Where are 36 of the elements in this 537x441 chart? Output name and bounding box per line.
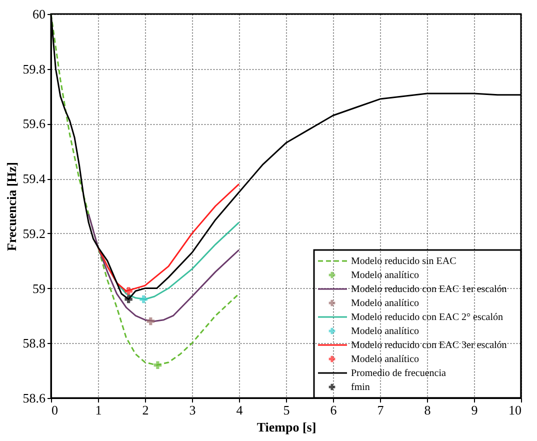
x-tick-label: 6 [330,402,338,418]
x-tick-label: 7 [377,402,384,418]
point [140,295,148,304]
y-tick-label: 59.6 [22,116,46,132]
legend-label: Modelo analítico [351,354,420,365]
x-tick-label: 8 [424,402,431,418]
y-tick-label: 58.6 [22,390,46,406]
point [154,361,162,369]
x-tick-label: 9 [471,402,478,418]
legend-label: Modelo analítico [351,270,420,281]
x-tick-label: 3 [189,402,196,418]
x-tick-label: 2 [142,402,149,418]
x-tick-label: 0 [52,402,58,418]
legend-label: Modelo reducido con EAC 2° escalón [351,312,504,323]
point [146,317,155,326]
legend-label: Modelo reducido con EAC 1er escalón [351,284,507,295]
legend-label: Promedio de frecuencia [351,368,447,379]
legend-label: Modelo reducido con EAC 3er escalón [351,340,507,351]
x-tick-label: 5 [283,402,290,418]
y-tick-label: 59.4 [22,171,46,186]
legend-label: Modelo reducido sin EAC [351,256,457,267]
x-tick-label: 4 [236,402,244,418]
legend-label: fmin [351,382,370,393]
legend-label: Modelo analítico [351,298,420,309]
x-tick-label: 1 [95,402,102,418]
x-axis-title: Tiempo [s] [256,420,316,434]
y-tick-label: 59 [32,280,46,296]
y-tick-label: 59.2 [22,226,46,241]
y-tick-label: 58.8 [22,336,46,351]
point [124,287,132,295]
point [124,295,132,304]
y-axis-title: Frecuencia [Hz] [4,162,19,251]
y-tick-label: 59.8 [22,61,46,76]
y-tick-label: 60 [32,6,46,22]
x-tick-label: 10 [508,402,522,418]
legend-label: Modelo analítico [351,326,420,337]
